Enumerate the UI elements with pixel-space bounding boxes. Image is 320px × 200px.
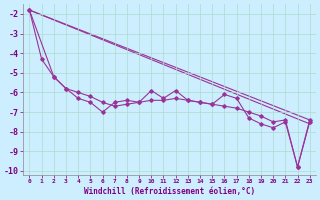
X-axis label: Windchill (Refroidissement éolien,°C): Windchill (Refroidissement éolien,°C) <box>84 187 255 196</box>
